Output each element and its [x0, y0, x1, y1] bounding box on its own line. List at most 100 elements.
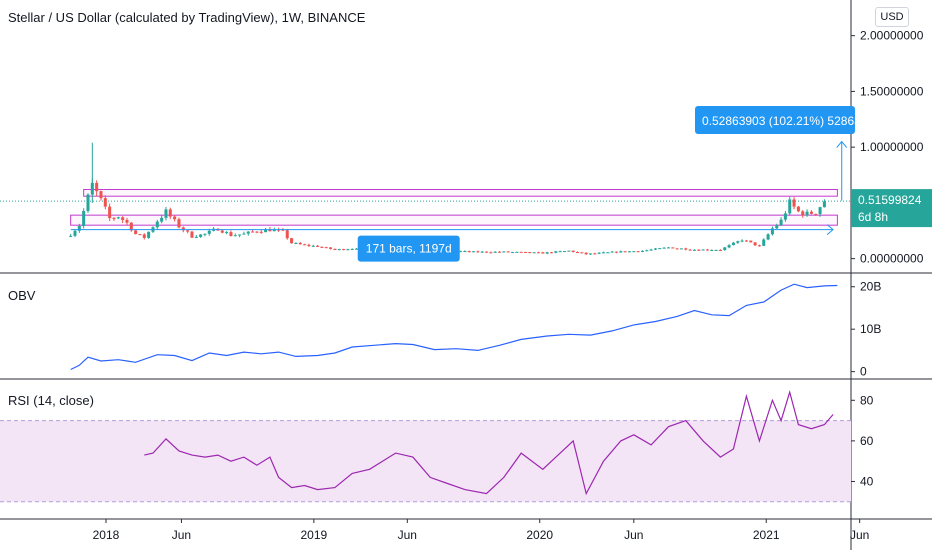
candle-body [233, 235, 237, 237]
candle-body [679, 248, 683, 250]
candle-body [519, 251, 523, 253]
candle-body [710, 250, 714, 252]
candle-body [532, 252, 536, 254]
candle-body [116, 217, 120, 219]
candle-body [290, 238, 294, 244]
candle-body [675, 248, 679, 250]
candle-body [203, 233, 207, 235]
bar-countdown: 6d 8h [858, 210, 888, 224]
candle-body [688, 249, 692, 251]
time-axis-label: Jun [172, 528, 191, 542]
time-axis-label: 2019 [301, 528, 328, 542]
candle-body [671, 247, 675, 249]
candle-body [220, 230, 224, 233]
candle-body [329, 247, 333, 249]
candle-body [809, 211, 813, 214]
candle-body [623, 251, 627, 253]
candle-body [489, 252, 493, 254]
candle-body [627, 251, 631, 253]
candle-body [545, 252, 549, 254]
candle-body [168, 209, 172, 217]
candle-body [99, 191, 103, 199]
rsi-axis-label: 80 [860, 393, 874, 407]
candle-body [801, 211, 805, 216]
candle-body [320, 246, 324, 248]
candle-body [480, 251, 484, 253]
candle-body [316, 245, 320, 247]
candle-body [134, 230, 138, 235]
candle-body [662, 247, 666, 249]
obv-axis-label: 20B [860, 280, 881, 294]
candle-body [121, 217, 125, 220]
candle-body [714, 249, 718, 251]
candle-body [493, 251, 497, 253]
candle-body [684, 248, 688, 250]
price-axis-label: 1.00000000 [860, 140, 924, 154]
candle-body [281, 229, 285, 231]
candle-body [342, 249, 346, 251]
candle-body [264, 229, 268, 233]
candle-body [783, 213, 787, 220]
candle-body [112, 218, 116, 220]
candle-body [506, 251, 510, 253]
candle-body [796, 206, 800, 212]
candle-body [259, 231, 263, 233]
candle-body [294, 242, 298, 244]
candle-body [749, 240, 753, 243]
candle-body [632, 251, 636, 253]
candle-body [463, 251, 467, 253]
candle-body [805, 211, 809, 216]
candle-body [731, 242, 735, 246]
candle-body [86, 194, 90, 211]
currency-button[interactable]: USD [875, 7, 909, 27]
candle-body [181, 227, 185, 231]
candle-body [575, 251, 580, 253]
candle-body [355, 248, 359, 250]
candle-body [549, 252, 554, 254]
candle-body [779, 219, 783, 226]
price-axis-label: 1.50000000 [860, 84, 924, 98]
obv-series-line [70, 283, 838, 371]
candle-body [73, 230, 77, 236]
bar-range-label: 171 bars, 1197d [366, 242, 452, 256]
obv-axis-label: 10B [860, 322, 881, 336]
candle-body [472, 251, 476, 253]
candle-body [554, 251, 558, 253]
candle-body [762, 239, 766, 246]
candle-body [311, 245, 315, 247]
candle-body [757, 245, 761, 247]
candle-body [610, 251, 614, 253]
candle-body [333, 248, 337, 250]
candle-body [285, 230, 289, 239]
chart-title: Stellar / US Dollar (calculated by Tradi… [8, 10, 366, 25]
candle-body [649, 249, 653, 251]
candle-body [467, 251, 471, 253]
candle-body [606, 252, 610, 254]
candle-body [740, 240, 744, 242]
candle-body [515, 251, 519, 253]
candle-body [744, 240, 748, 242]
candle-body [307, 244, 311, 246]
candle-body [562, 251, 567, 253]
candle-body [523, 251, 528, 253]
candle-body [186, 230, 190, 232]
candle-body [822, 201, 826, 208]
candle-body [173, 216, 177, 220]
candle-body [251, 231, 255, 233]
candle-body [164, 209, 168, 218]
candle-body [207, 230, 211, 234]
candle-body [277, 229, 281, 231]
candle-body [818, 207, 822, 215]
candle-body [255, 231, 259, 233]
candle-body [108, 206, 112, 219]
rectangle-drawing [70, 214, 838, 226]
candle-body [723, 247, 727, 251]
candle-body [536, 252, 541, 254]
obv-axis-label: 0 [860, 365, 867, 379]
bar-range-badge [357, 235, 460, 262]
candle-body [142, 234, 146, 238]
last-price-value: 0.51599824 [858, 193, 922, 207]
candle-body [138, 234, 142, 236]
rsi-series-line [144, 390, 834, 496]
